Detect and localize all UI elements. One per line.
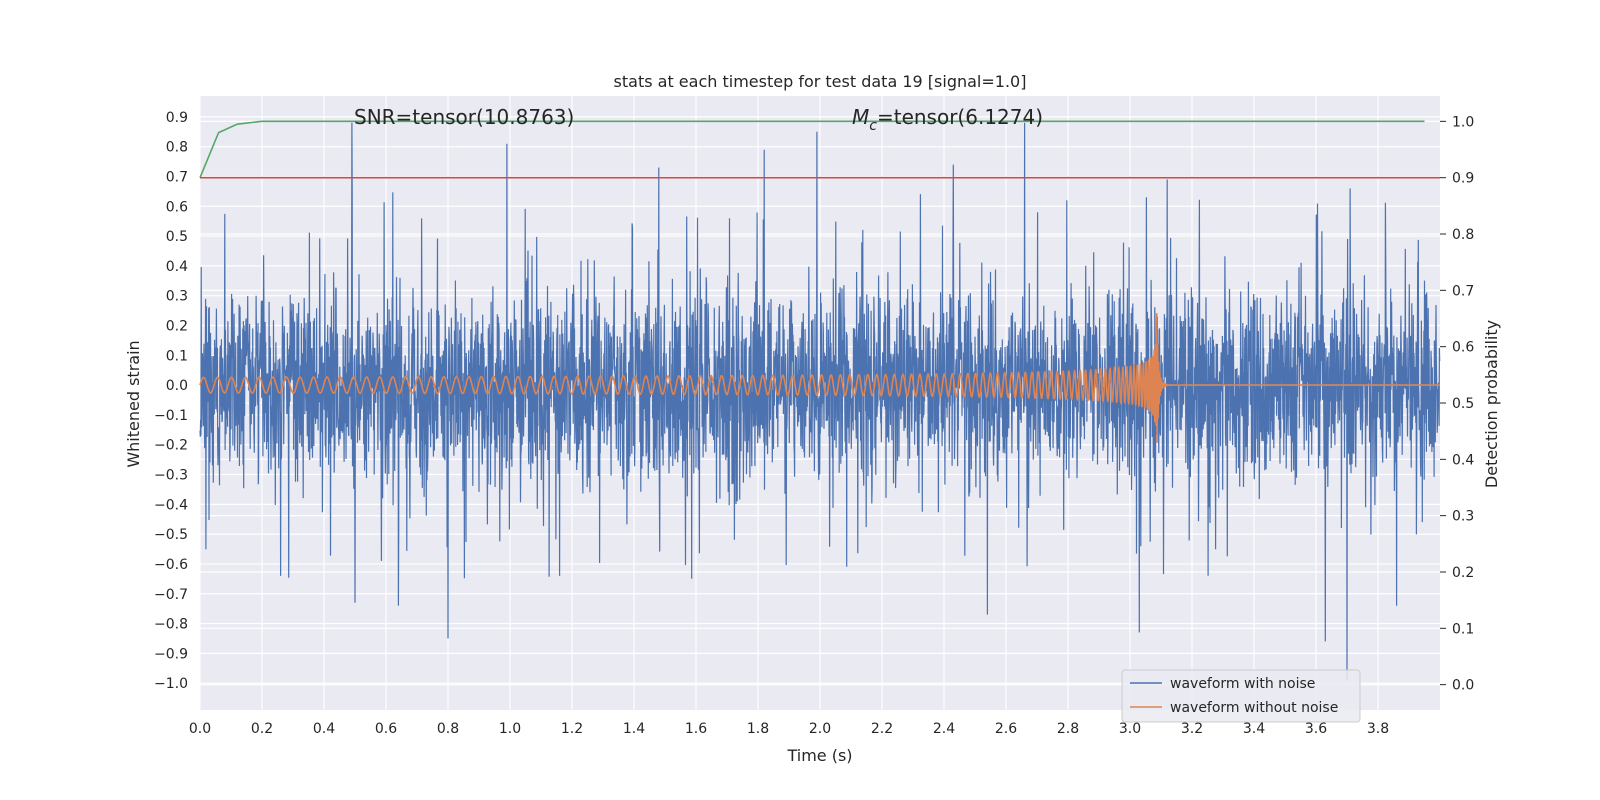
mc-annotation: Mc=tensor(6.1274): [852, 105, 1043, 134]
y2-tick-label: 1.0: [1452, 114, 1474, 130]
x-tick-label: 2.8: [1057, 721, 1079, 737]
y-axis-label: Whitened strain: [124, 340, 143, 467]
y-tick-label: −0.4: [154, 497, 188, 513]
x-tick-label: 3.2: [1181, 721, 1203, 737]
y-tick-label: −1.0: [154, 676, 188, 692]
x-tick-label: 2.2: [871, 721, 893, 737]
chart-title: stats at each timestep for test data 19 …: [614, 72, 1027, 91]
legend-box: [1121, 669, 1361, 723]
y-tick-label: 0.0: [166, 378, 188, 394]
x-tick-label: 1.6: [685, 721, 707, 737]
x-tick-labels: 0.0 0.2 0.4 0.6 0.8 1.0 1.2 1.4 1.6 1.8 2.0 2.2 2.4 2…: [189, 721, 1389, 737]
y2-tick-label: 0.5: [1452, 396, 1474, 412]
x-tick-label: 3.4: [1243, 721, 1265, 737]
y-tick-label: 0.6: [166, 199, 188, 215]
y2-tick-label: 0.1: [1452, 621, 1474, 637]
y2-tick-label: 0.3: [1452, 509, 1474, 525]
x-tick-label: 1.2: [561, 721, 583, 737]
x-tick-label: 2.0: [809, 721, 831, 737]
snr-annotation: SNR=tensor(10.8763): [354, 105, 574, 129]
y2-tick-label: 0.2: [1452, 565, 1474, 581]
y2-tick-label: 0.6: [1452, 340, 1474, 356]
y-tick-label: 0.4: [166, 259, 188, 275]
y-tick-label: 0.9: [166, 110, 188, 126]
x-tick-label: 0.2: [251, 721, 273, 737]
mc-subscript: c: [869, 118, 877, 134]
x-tick-label: 1.8: [747, 721, 769, 737]
y-tick-label: 0.1: [166, 348, 188, 364]
x-tick-label: 2.4: [933, 721, 955, 737]
y-tick-label: −0.2: [154, 438, 188, 454]
y-tick-label: 0.3: [166, 289, 188, 305]
y-tick-label: −0.3: [154, 468, 188, 484]
x-tick-label: 3.8: [1367, 721, 1389, 737]
x-tick-label: 3.6: [1305, 721, 1327, 737]
y2-axis-label: Detection probability: [1482, 320, 1501, 488]
y-tick-label: 0.7: [166, 169, 188, 185]
y-tick-label: 0.2: [166, 319, 188, 335]
y-tick-label: −0.5: [154, 527, 188, 543]
y2-tick-label: 0.7: [1452, 283, 1474, 299]
y-tick-label: 0.8: [166, 140, 188, 156]
mc-value: =tensor(6.1274): [877, 105, 1043, 129]
series-waveform-with-noise: [199, 122, 1441, 681]
x-tick-label: 0.0: [189, 721, 211, 737]
series-detection-probability: [199, 120, 1425, 179]
series-layer: [199, 120, 1441, 681]
series-waveform-without-noise: [199, 313, 1440, 443]
y-tick-label: −0.6: [154, 557, 188, 573]
legend-label-noise: waveform with noise: [1170, 676, 1315, 692]
x-tick-label: 1.0: [499, 721, 521, 737]
x-tick-label: 0.6: [375, 721, 397, 737]
legend-label-clean: waveform without noise: [1170, 700, 1338, 716]
y-tick-label: −0.8: [154, 617, 188, 633]
y-tick-label: −0.1: [154, 408, 188, 424]
y-tick-label: −0.7: [154, 587, 188, 603]
x-tick-label: 0.8: [437, 721, 459, 737]
y2-tick-label: 0.9: [1452, 171, 1474, 187]
y-tick-label: −0.9: [154, 646, 188, 662]
y2-tick-label: 0.4: [1452, 452, 1474, 468]
x-tick-label: 0.4: [313, 721, 335, 737]
x-axis-label: Time (s): [786, 746, 852, 765]
y-tick-label: 0.5: [166, 229, 188, 245]
y2-tick-label: 0.0: [1452, 678, 1474, 694]
x-tick-label: 1.4: [623, 721, 645, 737]
y2-tick-labels: 1.0 0.9 0.8 0.7 0.6 0.5 0.4 0.3 0.2 0.1 0.0: [1440, 114, 1474, 694]
x-tick-label: 3.0: [1119, 721, 1141, 737]
mc-symbol: M: [852, 105, 869, 129]
y-tick-labels: 0.9 0.8 0.7 0.6 0.5 0.4 0.3 0.2 0.1 0.0 −0.1 −0.2 −0…: [154, 110, 188, 692]
x-tick-label: 2.6: [995, 721, 1017, 737]
legend: waveform with noise waveform without noi…: [1121, 669, 1361, 723]
y2-tick-label: 0.8: [1452, 227, 1474, 243]
